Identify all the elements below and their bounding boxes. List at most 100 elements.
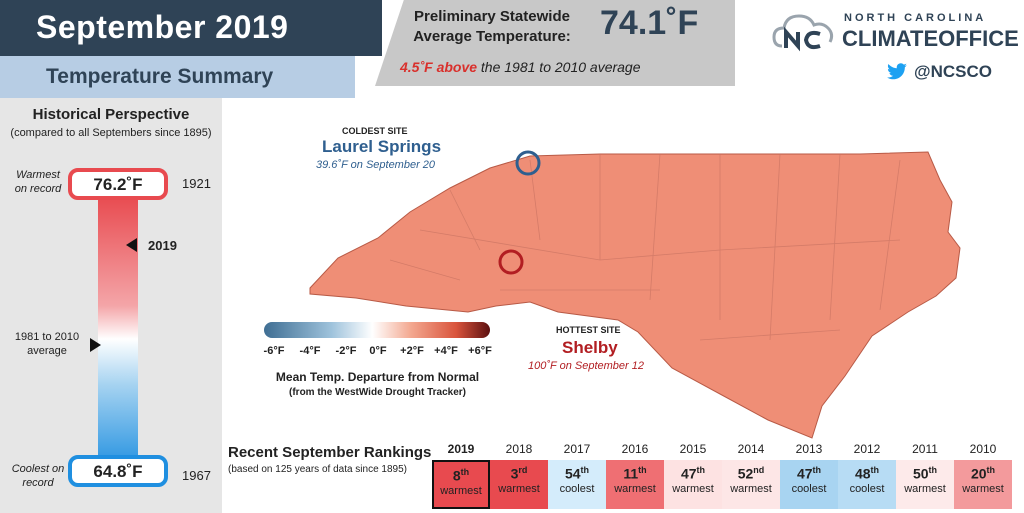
ranking-year: 2018 xyxy=(505,442,533,456)
warmest-label-line1: Warmest xyxy=(16,169,60,181)
cloud-icon xyxy=(772,14,834,52)
ranking-suffix: nd xyxy=(753,465,765,475)
historical-perspective-panel: Historical Perspective (compared to all … xyxy=(0,98,222,513)
warmest-value-badge: 76.2˚F xyxy=(68,168,168,200)
legend-ticks: -6°F -4°F -2°F 0°F +2°F +4°F +6°F xyxy=(252,345,502,359)
ranking-number: 11th xyxy=(623,465,647,482)
ranking-year: 2011 xyxy=(912,442,938,456)
anomaly-value: 4.5˚F above xyxy=(400,59,478,75)
ranking-box: 11th warmest xyxy=(606,460,664,509)
historical-title: Historical Perspective xyxy=(32,106,190,123)
ranking-number: 54th xyxy=(564,465,590,482)
ranking-year: 2012 xyxy=(853,442,881,456)
statewide-stat-panel xyxy=(375,0,735,86)
coldest-site-detail: 39.6˚F on September 20 xyxy=(316,159,436,171)
ranking-2019: 2019 8th warmest xyxy=(432,440,490,513)
ranking-label: coolest xyxy=(791,482,827,495)
stat-label-line1: Preliminary Statewide xyxy=(414,8,570,25)
ranking-year: 2019 xyxy=(447,442,475,456)
ranking-year: 2010 xyxy=(969,442,997,456)
ranking-number: 50th xyxy=(912,465,938,482)
ranking-label: warmest xyxy=(498,482,540,495)
rankings-title: Recent September Rankings xyxy=(228,444,432,461)
ranking-box: 8th warmest xyxy=(432,460,490,509)
legend-tick: -4°F xyxy=(299,345,321,357)
ranking-label: warmest xyxy=(904,482,946,495)
ranking-box: 3rd warmest xyxy=(490,460,548,509)
historical-subtitle: (compared to all Septembers since 1895) xyxy=(10,127,212,139)
ranking-year: 2015 xyxy=(679,442,707,456)
title-bar: September 2019 xyxy=(0,0,382,56)
ranking-year: 2016 xyxy=(621,442,649,456)
legend-tick: +4°F xyxy=(434,345,458,357)
warmest-label-line2: on record xyxy=(14,183,62,195)
ranking-year: 2013 xyxy=(795,442,823,456)
coldest-site-caption: COLDEST SITE xyxy=(342,126,408,136)
stat-label-line2: Average Temperature: xyxy=(413,28,571,45)
normal-label-line1: 1981 to 2010 xyxy=(14,331,80,343)
hottest-site-name: Shelby xyxy=(562,338,618,357)
coolest-year: 1967 xyxy=(182,468,211,483)
current-year-marker xyxy=(126,238,137,252)
nc-departure-map xyxy=(309,150,961,439)
ranking-2011: 2011 50th warmest xyxy=(896,440,954,513)
ranking-number: 8th xyxy=(452,467,470,484)
ranking-box: 20th warmest xyxy=(954,460,1012,509)
logo-line2: CLIMATEOFFICE xyxy=(842,26,1019,51)
ranking-year: 2017 xyxy=(563,442,591,456)
coolest-value-badge: 64.8˚F xyxy=(68,455,168,487)
normal-marker xyxy=(90,338,101,352)
twitter-handle: @NCSCO xyxy=(914,62,992,81)
logo-line1: NORTH CAROLINA xyxy=(844,12,987,24)
ranking-label: warmest xyxy=(440,484,482,497)
legend-color-bar xyxy=(264,322,490,338)
coolest-label: Coolest on record xyxy=(8,462,68,490)
hottest-site-detail: 100˚F on September 12 xyxy=(528,360,644,372)
coldest-site-name: Laurel Springs xyxy=(322,137,442,156)
ranking-2012: 2012 48th coolest xyxy=(838,440,896,513)
ranking-number: 52nd xyxy=(737,465,765,482)
ranking-2014: 2014 52nd warmest xyxy=(722,440,780,513)
ranking-2010: 2010 20th warmest xyxy=(954,440,1012,513)
ranking-2016: 2016 11th warmest xyxy=(606,440,664,513)
ranking-suffix: th xyxy=(928,465,938,475)
ranking-number: 47th xyxy=(796,465,822,482)
hottest-site-marker[interactable] xyxy=(498,249,524,275)
ranking-number: 48th xyxy=(854,465,880,482)
ranking-label: coolest xyxy=(559,482,595,495)
rankings-subtitle: (based on 125 years of data since 1895) xyxy=(228,464,408,475)
nc-climate-office-logo[interactable]: NORTH CAROLINA CLIMATEOFFICE xyxy=(772,8,1019,54)
county-lines xyxy=(389,153,901,341)
ranking-2013: 2013 47th coolest xyxy=(780,440,838,513)
current-year-label: 2019 xyxy=(148,238,177,253)
ranking-year: 2014 xyxy=(737,442,765,456)
ranking-box: 52nd warmest xyxy=(722,460,780,509)
ranking-2015: 2015 47th warmest xyxy=(664,440,722,513)
ranking-number: 47th xyxy=(680,465,706,482)
legend-tick: 0°F xyxy=(369,345,387,357)
statewide-temperature-value: 74.1˚F xyxy=(600,4,699,42)
normal-label-line2: average xyxy=(27,345,67,357)
ranking-suffix: th xyxy=(696,465,706,475)
statewide-stat-label: Preliminary Statewide Average Temperatur… xyxy=(402,7,582,47)
legend-tick: +6°F xyxy=(468,345,492,357)
ranking-label: warmest xyxy=(962,482,1004,495)
ranking-label: coolest xyxy=(849,482,885,495)
coolest-label-line2: record xyxy=(22,477,54,489)
legend-tick: -2°F xyxy=(335,345,357,357)
legend-subtitle: (from the WestWide Drought Tracker) xyxy=(289,387,466,398)
anomaly-note: 4.5˚F above the 1981 to 2010 average xyxy=(400,59,641,75)
rankings-strip: 2019 8th warmest 2018 3rd warmest 2017 54th cool… xyxy=(432,440,1024,513)
ranking-suffix: th xyxy=(638,465,647,475)
coldest-site-marker[interactable] xyxy=(515,150,541,176)
ranking-label: warmest xyxy=(730,482,772,495)
anomaly-reference: the 1981 to 2010 average xyxy=(480,59,641,75)
twitter-link[interactable]: @NCSCO xyxy=(886,62,992,82)
warmest-year: 1921 xyxy=(182,176,211,191)
warmest-label: Warmest on record xyxy=(10,168,66,196)
ranking-2017: 2017 54th coolest xyxy=(548,440,606,513)
thermometer-bar xyxy=(98,195,138,472)
ranking-box: 47th warmest xyxy=(664,460,722,509)
ranking-box: 47th coolest xyxy=(780,460,838,509)
